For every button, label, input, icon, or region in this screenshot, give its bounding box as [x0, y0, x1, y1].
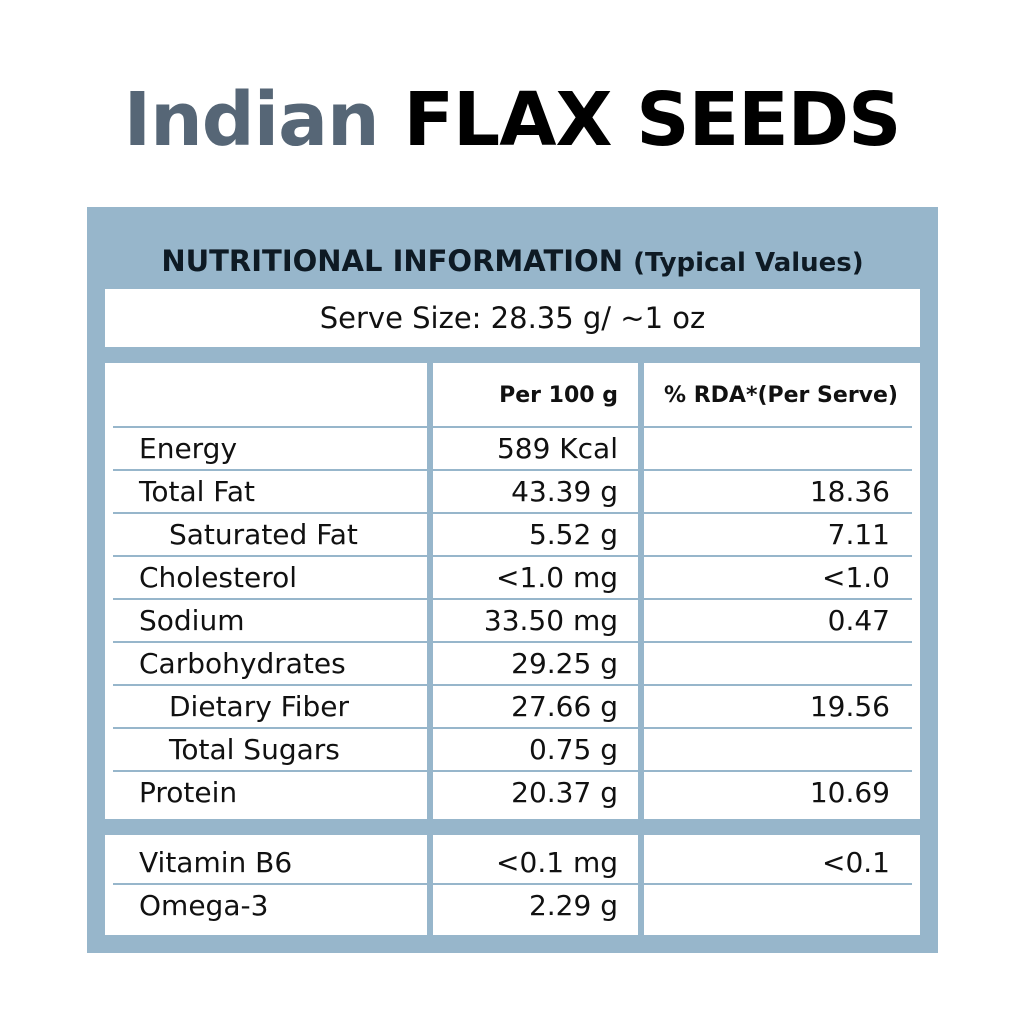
nutrient-name: Carbohydrates [139, 647, 346, 680]
nutrient-per-100g: 29.25 g [511, 647, 618, 680]
nutrient-name: Saturated Fat [169, 518, 358, 551]
row-divider [113, 426, 912, 428]
table-row: Cholesterol <1.0 mg <1.0 [105, 557, 920, 600]
row-divider [113, 770, 912, 772]
nutrient-per-100g: <0.1 mg [496, 846, 618, 879]
nutrient-name: Energy [139, 432, 238, 465]
table-row: Total Fat 43.39 g 18.36 [105, 471, 920, 514]
table-row: Sodium 33.50 mg 0.47 [105, 600, 920, 643]
row-divider [113, 555, 912, 557]
column-divider [638, 835, 644, 935]
title-origin: Indian [123, 77, 380, 163]
nutrient-per-100g: 5.52 g [528, 518, 618, 551]
row-divider [113, 684, 912, 686]
table-row: Dietary Fiber 27.66 g 19.56 [105, 686, 920, 729]
nutrient-per-100g: 33.50 mg [483, 604, 618, 637]
table-row: Saturated Fat 5.52 g 7.11 [105, 514, 920, 557]
nutrition-table: Per 100 g % RDA*(Per Serve) Energy 589 Kc… [105, 363, 920, 819]
nutrient-rda: <0.1 [822, 846, 890, 879]
product-title: Indian FLAX SEEDS [0, 72, 1024, 168]
nutrient-rda: 19.56 [809, 690, 890, 723]
serve-size: Serve Size: 28.35 g/ ~1 oz [105, 289, 920, 347]
column-divider [427, 835, 433, 935]
nutrient-name: Protein [139, 776, 238, 809]
row-divider [113, 641, 912, 643]
nutrition-heading-sub: (Typical Values) [633, 248, 864, 278]
row-divider [113, 512, 912, 514]
table-row: Total Sugars 0.75 g [105, 729, 920, 772]
nutrient-per-100g: 20.37 g [511, 776, 618, 809]
nutrient-name: Total Sugars [169, 733, 340, 766]
column-header-per-100g: Per 100 g [499, 383, 618, 408]
column-header-rda: % RDA*(Per Serve) [664, 383, 898, 408]
table-row: Vitamin B6 <0.1 mg <0.1 [105, 842, 920, 885]
nutrient-per-100g: 43.39 g [511, 475, 618, 508]
row-divider [113, 598, 912, 600]
row-divider [113, 469, 912, 471]
nutrient-name: Vitamin B6 [139, 846, 293, 879]
nutrient-rda: <1.0 [822, 561, 890, 594]
vitamin-table: Vitamin B6 <0.1 mg <0.1 Omega-3 2.29 g [105, 835, 920, 935]
table-row: Protein 20.37 g 10.69 [105, 772, 920, 815]
nutrition-heading-main: NUTRITIONAL INFORMATION [161, 244, 623, 278]
nutrient-per-100g: 0.75 g [528, 733, 618, 766]
nutrient-rda: 18.36 [809, 475, 890, 508]
nutrient-name: Sodium [139, 604, 245, 637]
nutrient-name: Dietary Fiber [169, 690, 350, 723]
nutrient-rda: 10.69 [809, 776, 890, 809]
nutrient-name: Omega-3 [139, 889, 269, 922]
table-row: Energy 589 Kcal [105, 428, 920, 471]
nutrient-rda: 7.11 [827, 518, 890, 551]
table-row: Omega-3 2.29 g [105, 885, 920, 928]
column-divider [638, 363, 644, 819]
nutrition-panel: NUTRITIONAL INFORMATION (Typical Values)… [87, 207, 938, 953]
row-divider [113, 727, 912, 729]
nutrition-heading: NUTRITIONAL INFORMATION (Typical Values) [87, 241, 938, 283]
nutrient-per-100g: 2.29 g [528, 889, 618, 922]
title-product: FLAX SEEDS [403, 77, 902, 163]
table-row: Carbohydrates 29.25 g [105, 643, 920, 686]
nutrient-per-100g: 589 Kcal [496, 432, 618, 465]
nutrient-rda: 0.47 [827, 604, 890, 637]
nutrient-name: Cholesterol [139, 561, 298, 594]
nutrient-per-100g: 27.66 g [511, 690, 618, 723]
nutrient-per-100g: <1.0 mg [496, 561, 618, 594]
nutrient-name: Total Fat [139, 475, 255, 508]
column-divider [427, 363, 433, 819]
row-divider [113, 883, 912, 885]
